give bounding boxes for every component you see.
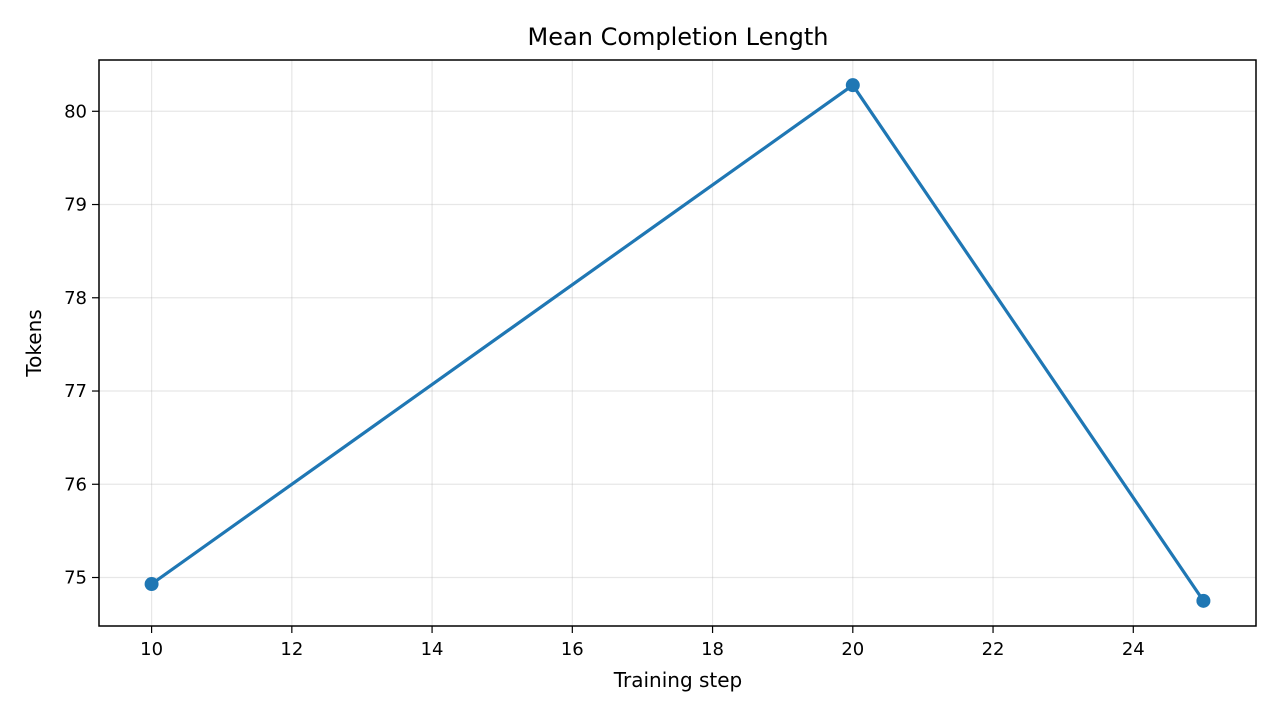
data-point [144,577,159,592]
x-axis-label: Training step [613,668,743,692]
y-tick-label: 80 [64,101,87,122]
data-point [1196,593,1211,608]
x-tick-label: 22 [982,639,1005,660]
y-tick-label: 75 [64,568,87,589]
x-tick-label: 10 [140,639,163,660]
y-axis-label: Tokens [22,309,46,377]
x-tick-label: 14 [421,639,444,660]
x-tick-label: 20 [841,639,864,660]
y-tick-label: 79 [64,195,87,216]
data-point [845,78,860,93]
x-tick-label: 24 [1122,639,1145,660]
axis-ticks: 10 12 14 16 18 20 22 24 75 76 77 78 79 80 [64,101,1145,660]
y-tick-label: 76 [64,474,87,495]
y-tick-label: 78 [64,288,87,309]
x-tick-label: 16 [561,639,584,660]
x-tick-label: 18 [701,639,724,660]
y-tick-label: 77 [64,381,87,402]
x-tick-label: 12 [280,639,303,660]
plot-frame [98,59,1257,627]
grid-lines [99,60,1256,626]
chart-title: Mean Completion Length [528,23,829,51]
series-layer [144,78,1211,608]
